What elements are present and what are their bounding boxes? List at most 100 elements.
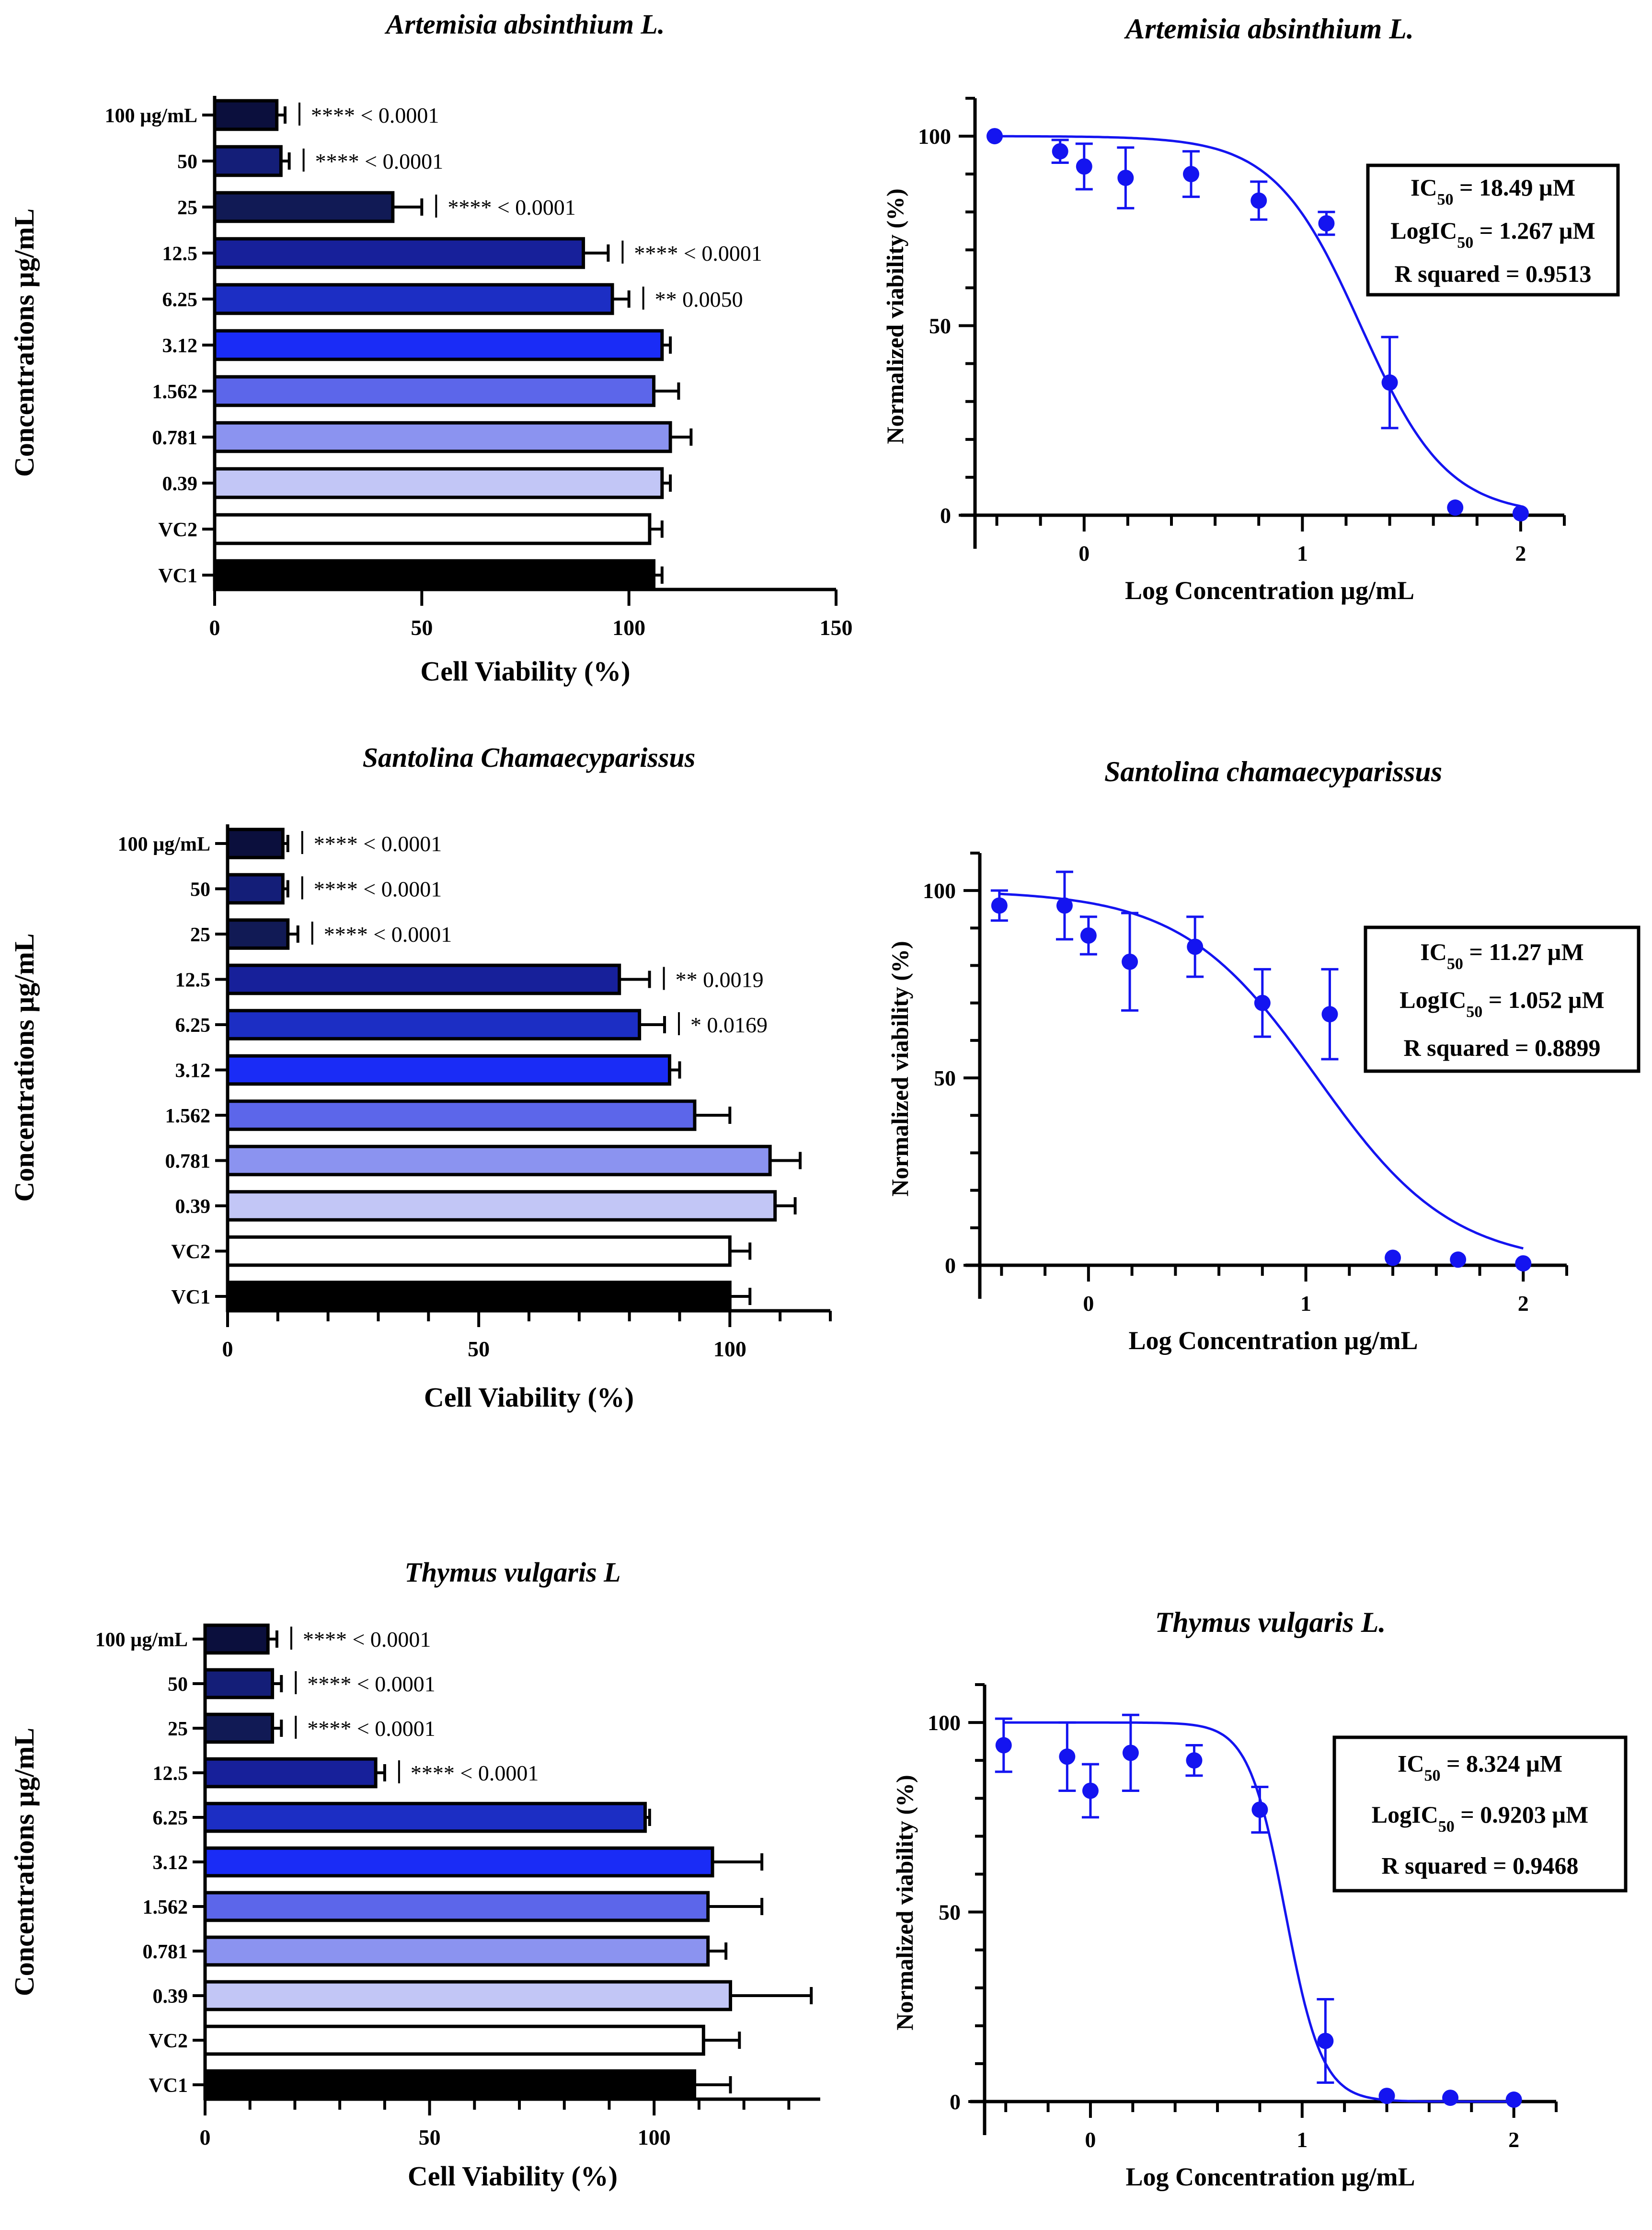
data-point	[1082, 1782, 1099, 1799]
rsquared-text: R squared = 0.9468	[1382, 1852, 1579, 1879]
y-tick-label: 100	[918, 124, 951, 149]
x-axis-label: Log Concentration µg/mL	[1128, 1326, 1418, 1355]
bar	[203, 1802, 647, 1833]
data-point	[1442, 2090, 1459, 2106]
x-tick-label: 1	[1296, 2127, 1308, 2152]
significance-label: **** < 0.0001	[311, 103, 439, 127]
significance-label: ** 0.0019	[676, 968, 764, 992]
stat-value: = 18.49 µM	[1454, 174, 1576, 201]
x-tick-label: 50	[411, 615, 433, 640]
y-tick-label: 100 µg/mL	[95, 1629, 188, 1651]
chart-2: Artemisia absinthium L. 0 50 100 0 1 2 Log Conc…	[882, 13, 1620, 605]
stat-value: = 1.267 µM	[1473, 217, 1595, 244]
chart-title: Thymus vulgaris L.	[1155, 1606, 1386, 1638]
bar	[226, 1144, 772, 1177]
stat-label: IC	[1398, 1750, 1424, 1777]
data-point	[1122, 953, 1138, 970]
bar	[226, 1281, 732, 1312]
bar	[226, 963, 621, 995]
y-tick-label: 6.25	[175, 1015, 211, 1037]
x-tick-label: 100	[612, 615, 645, 640]
data-point	[1450, 1251, 1467, 1268]
y-tick-label: 12.5	[175, 970, 211, 992]
y-tick-label: 1.562	[143, 1896, 188, 1918]
data-point	[1321, 1006, 1338, 1023]
data-point	[995, 1737, 1012, 1754]
chart-5: Thymus vulgaris L 0 50 100 Cell Viability (%…	[9, 1557, 820, 2192]
chart-6: Thymus vulgaris L. 0 50 100 0 1 2 Log Concentra…	[891, 1606, 1628, 2191]
y-tick-label: 3.12	[162, 335, 198, 357]
x-tick-label: 150	[820, 615, 853, 640]
data-point	[987, 128, 1003, 145]
data-point	[1187, 938, 1204, 955]
chart-1: Artemisia absinthium L. 0 50 100 150 Cell Via…	[9, 9, 853, 687]
data-point	[1317, 2033, 1334, 2049]
x-axis-label: Cell Viability (%)	[408, 2161, 618, 2192]
chart-title: Artemisia absinthium L.	[1124, 13, 1414, 45]
data-point	[1515, 1255, 1532, 1272]
y-tick-label: 0.39	[175, 1196, 211, 1218]
stat-value: = 1.052 µM	[1482, 986, 1605, 1013]
stat-label: R squared = 0.9513	[1395, 260, 1592, 287]
stat-subscript: 50	[1424, 1767, 1441, 1784]
y-tick-label: VC2	[171, 1241, 210, 1263]
bar	[203, 1712, 275, 1744]
stats-box	[1366, 163, 1620, 297]
x-axis-label: Log Concentration µg/mL	[1125, 2162, 1415, 2191]
data-point	[1378, 2088, 1395, 2104]
rsquared-text: R squared = 0.8899	[1404, 1034, 1601, 1061]
y-tick-label: 50	[177, 151, 197, 173]
stat-label: R squared = 0.8899	[1404, 1034, 1601, 1061]
stat-label: R squared = 0.9468	[1382, 1852, 1579, 1879]
bar	[203, 1980, 733, 2011]
y-tick-label: 0.781	[143, 1941, 188, 1963]
chart-title: Thymus vulgaris L	[404, 1557, 620, 1588]
y-axis-label: Concentrations µg/mL	[9, 1728, 40, 1996]
y-axis-label: Normalized viability (%)	[882, 188, 908, 444]
significance-label: **** < 0.0001	[315, 149, 443, 173]
y-tick-label: 12.5	[162, 243, 198, 265]
logic50-text: LogIC50 = 1.052 µM	[1400, 986, 1604, 1021]
data-point	[1381, 374, 1398, 391]
y-tick-label: 0	[940, 503, 951, 528]
data-point	[1183, 166, 1199, 183]
y-tick-label: 100	[928, 1710, 961, 1735]
data-point	[1122, 1745, 1139, 1761]
bar	[226, 873, 285, 905]
y-tick-label: 0.39	[162, 473, 198, 495]
y-tick-label: 50	[934, 1066, 956, 1090]
stat-label: LogIC	[1400, 986, 1466, 1013]
significance-label: **** < 0.0001	[307, 1716, 435, 1741]
x-tick-label: 100	[713, 1337, 746, 1361]
y-axis-label: Concentrations µg/mL	[9, 933, 40, 1202]
significance-label: **** < 0.0001	[314, 832, 442, 856]
x-tick-label: 50	[468, 1337, 490, 1361]
data-point	[1505, 2091, 1522, 2108]
y-axis-label: Normalized viability (%)	[886, 941, 913, 1196]
ic50-text: IC50 = 11.27 µM	[1420, 938, 1583, 973]
x-tick-label: 1	[1300, 1291, 1311, 1316]
significance-label: * 0.0169	[690, 1013, 768, 1037]
data-point	[1186, 1752, 1203, 1769]
x-tick-label: 2	[1508, 2127, 1519, 2152]
y-tick-label: 50	[168, 1674, 188, 1696]
x-tick-label: 2	[1518, 1291, 1529, 1316]
bar	[213, 145, 283, 177]
stat-label: IC	[1420, 938, 1447, 965]
significance-label: **** < 0.0001	[324, 922, 452, 947]
significance-label: ** 0.0050	[655, 287, 743, 312]
x-tick-label: 0	[1083, 1291, 1094, 1316]
x-tick-label: 0	[222, 1337, 233, 1361]
bar	[203, 1891, 710, 1922]
bar	[226, 1009, 642, 1040]
bar	[213, 99, 279, 131]
bar	[226, 1054, 672, 1086]
bar	[203, 1668, 275, 1699]
ic50-text: IC50 = 18.49 µM	[1411, 174, 1575, 208]
stats-box	[1332, 1735, 1628, 1893]
chart-title: Artemisia absinthium L.	[385, 9, 665, 40]
bar	[203, 2024, 705, 2056]
y-tick-label: 3.12	[153, 1852, 188, 1874]
x-tick-label: 0	[1085, 2127, 1096, 2152]
